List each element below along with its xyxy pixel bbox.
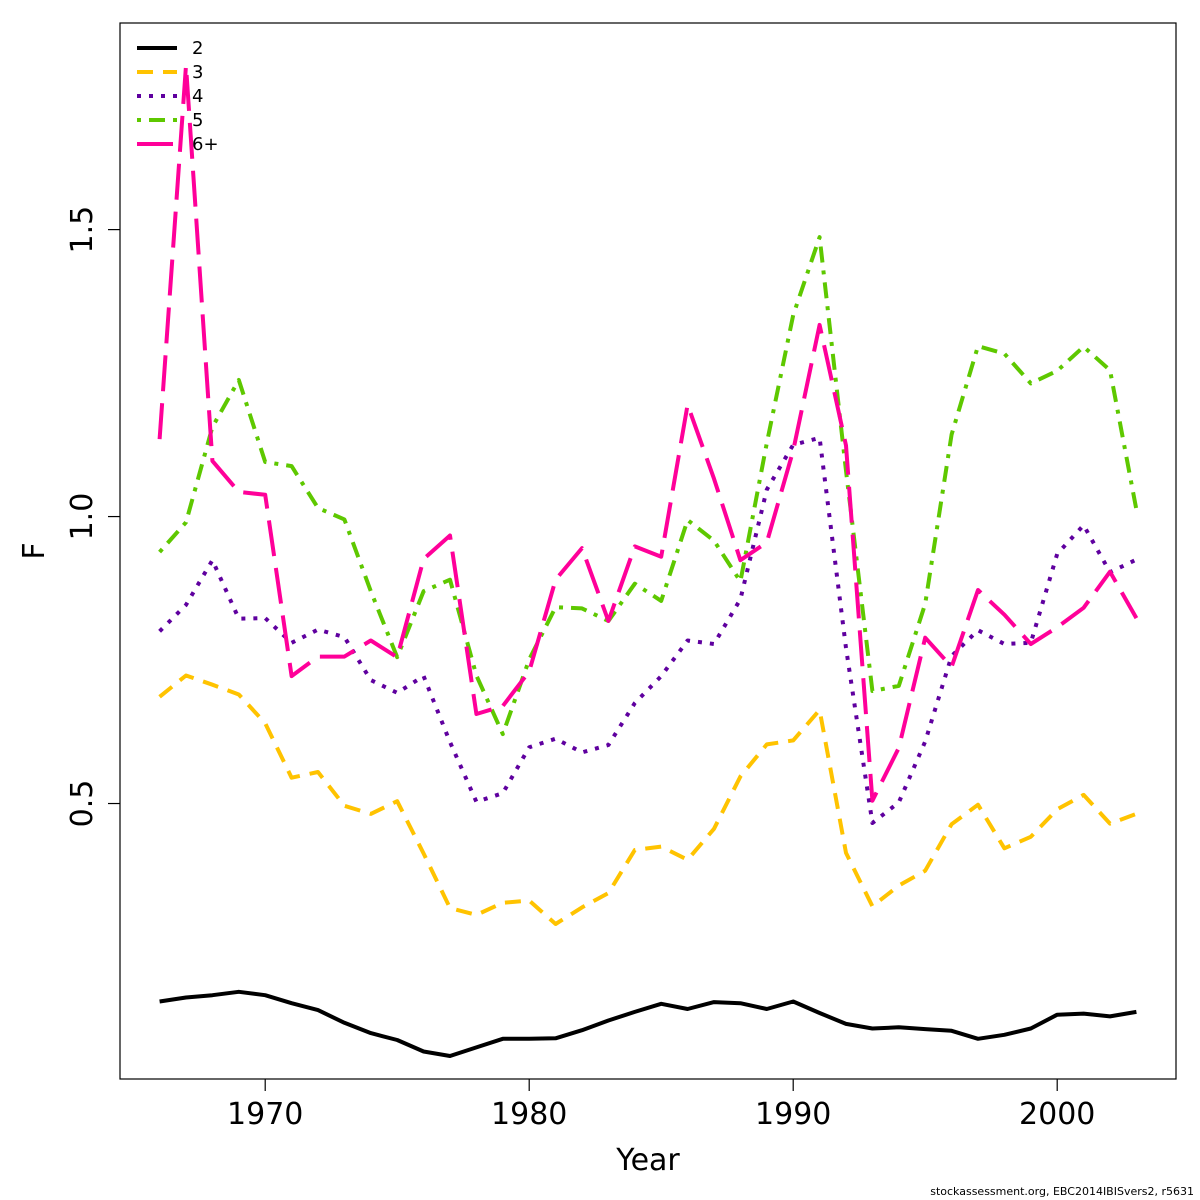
series-line-4 <box>158 435 1138 825</box>
legend-label: 4 <box>192 86 203 107</box>
x-axis-title: Year <box>615 1143 680 1178</box>
plot-frame <box>119 22 1177 1080</box>
x-tick-label: 1980 <box>491 1097 567 1132</box>
footer-credit: stockassessment.org, EBC2014IBISvers2, r… <box>930 1185 1194 1198</box>
y-tick-label: 0.5 <box>65 780 100 828</box>
legend-label: 6+ <box>192 134 219 155</box>
x-axis: 1970 1980 1990 2000 <box>227 1079 1095 1132</box>
series-line-6plus <box>157 63 1139 803</box>
y-axis-title: F <box>17 542 52 559</box>
legend-label: 3 <box>192 62 203 83</box>
series-line-2 <box>159 989 1137 1058</box>
x-tick-label: 1990 <box>755 1097 831 1132</box>
y-tick-label: 1.5 <box>65 206 100 254</box>
y-tick-label: 1.0 <box>65 493 100 541</box>
legend: 2 3 4 5 6+ <box>137 38 219 155</box>
series-line-5 <box>158 235 1139 737</box>
x-tick-label: 1970 <box>227 1097 303 1132</box>
y-axis: 0.5 1.0 1.5 <box>65 206 120 828</box>
series-layer <box>157 63 1139 1058</box>
series-line-3 <box>158 673 1138 926</box>
legend-label: 2 <box>192 38 203 59</box>
legend-label: 5 <box>192 110 203 131</box>
x-tick-label: 2000 <box>1019 1097 1095 1132</box>
